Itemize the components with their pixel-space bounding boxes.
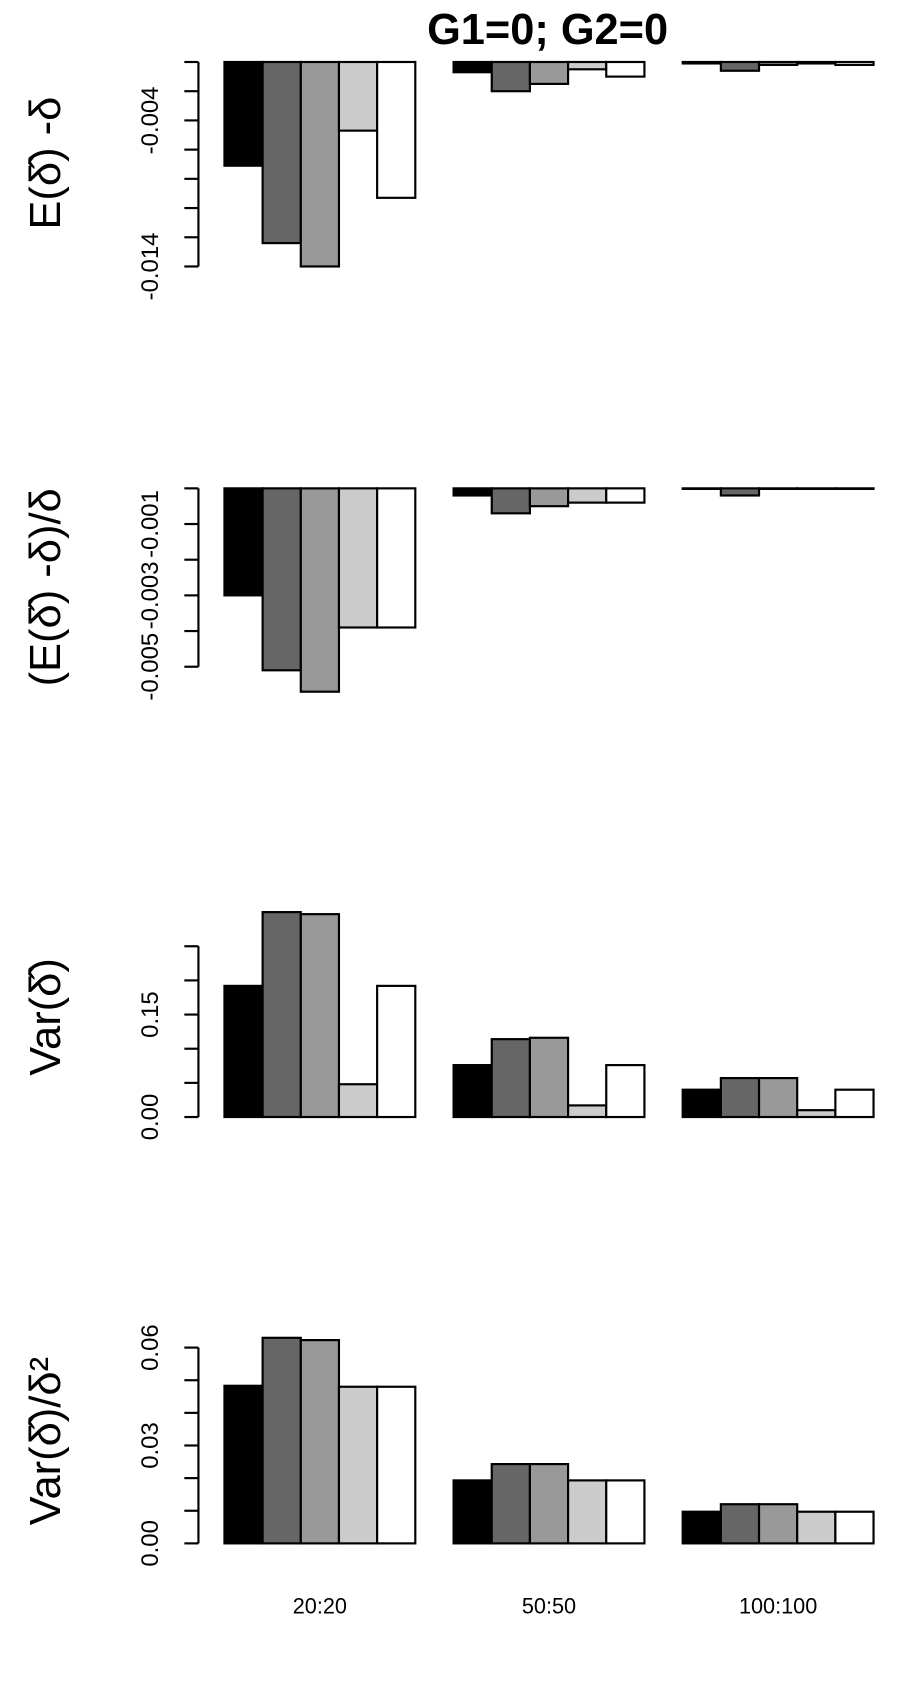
bar	[223, 487, 264, 597]
bar	[796, 487, 837, 490]
bar	[490, 60, 532, 93]
bar	[528, 1036, 570, 1119]
bar	[261, 60, 302, 245]
bar	[490, 1038, 532, 1119]
bar	[719, 1503, 761, 1545]
x-tick-label: 20:20	[293, 1593, 347, 1618]
bar	[337, 487, 379, 629]
bar	[376, 487, 417, 629]
bar	[834, 1088, 875, 1119]
y-axis-title: (E(δ̂) -δ)/δ	[22, 488, 70, 686]
bar	[719, 487, 761, 497]
bar	[605, 60, 646, 78]
y-tick-label: -0.004	[137, 87, 164, 155]
bar	[376, 984, 417, 1119]
bar	[299, 1339, 341, 1545]
bar	[261, 1336, 302, 1545]
bar	[681, 1510, 722, 1545]
bar	[223, 1384, 264, 1545]
bar	[376, 60, 417, 199]
bar	[452, 1064, 493, 1119]
x-tick-label: 50:50	[522, 1593, 576, 1618]
bar	[452, 487, 493, 497]
bar	[299, 487, 341, 693]
bar	[337, 1083, 379, 1119]
bar	[605, 1064, 646, 1119]
bar	[605, 1479, 646, 1545]
bar	[567, 1104, 608, 1119]
bar	[719, 1076, 761, 1119]
bar	[757, 1076, 799, 1119]
bar	[796, 1510, 837, 1545]
bar	[681, 60, 722, 65]
y-axis-title: Var(δ̂)/δ²	[22, 1357, 70, 1525]
bar	[299, 913, 341, 1119]
bar	[528, 1463, 570, 1545]
bar	[223, 60, 264, 167]
bar	[452, 60, 493, 74]
bar	[299, 60, 341, 268]
bar	[490, 487, 532, 515]
y-tick-label: -0.003	[137, 561, 164, 629]
bar	[834, 487, 875, 490]
bar	[337, 1385, 379, 1545]
bar	[605, 487, 646, 504]
bar	[796, 60, 837, 65]
y-axis-title: E(δ̂) -δ	[22, 97, 70, 230]
bar	[261, 911, 302, 1119]
bar	[681, 487, 722, 490]
bar	[681, 1088, 722, 1119]
x-tick-label: 100:100	[739, 1593, 817, 1618]
y-axis-title: Var(δ̂)	[22, 958, 70, 1076]
y-tick-label: -0.014	[137, 233, 164, 301]
chart-title: G1=0; G2=0	[427, 6, 668, 54]
bar	[567, 487, 608, 504]
bar	[223, 984, 264, 1119]
y-tick-label: 0.06	[137, 1324, 164, 1371]
bar	[376, 1385, 417, 1545]
bar	[528, 487, 570, 508]
y-tick-label: 0.15	[137, 991, 164, 1038]
bar	[719, 60, 761, 72]
bar	[567, 1479, 608, 1545]
bar	[337, 60, 379, 132]
bar	[757, 60, 799, 67]
bar	[834, 60, 875, 67]
bar	[528, 60, 570, 85]
bar	[757, 1503, 799, 1545]
bar	[490, 1463, 532, 1545]
y-tick-label: -0.001	[137, 490, 164, 558]
bar	[834, 1510, 875, 1545]
bar	[261, 487, 302, 672]
bar	[567, 60, 608, 71]
y-tick-label: -0.005	[137, 633, 164, 701]
y-tick-label: 0.00	[137, 1520, 164, 1567]
bar	[757, 487, 799, 490]
bar	[796, 1109, 837, 1119]
y-tick-label: 0.03	[137, 1422, 164, 1469]
bar	[452, 1479, 493, 1545]
y-tick-label: 0.00	[137, 1094, 164, 1141]
